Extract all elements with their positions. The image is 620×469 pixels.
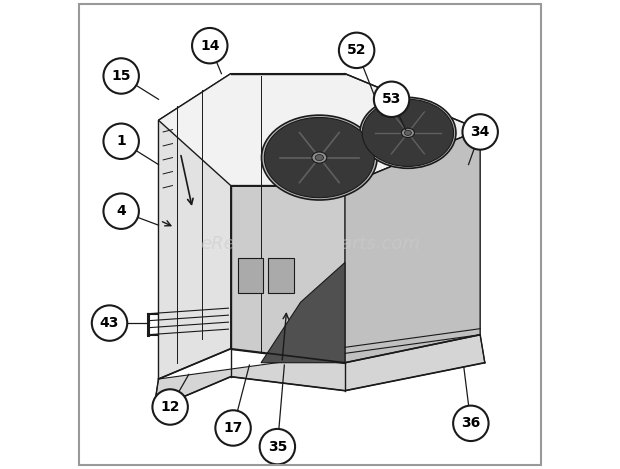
Ellipse shape [360,98,456,168]
Circle shape [104,123,139,159]
Ellipse shape [401,128,414,137]
Text: 36: 36 [461,416,480,431]
Text: 1: 1 [117,134,126,148]
Polygon shape [345,129,480,363]
Text: 4: 4 [117,204,126,218]
Bar [268,258,294,293]
Circle shape [153,389,188,425]
Text: 12: 12 [161,400,180,414]
Polygon shape [261,263,345,363]
Ellipse shape [264,117,374,197]
Circle shape [453,406,489,441]
Text: 34: 34 [471,125,490,139]
Circle shape [339,33,374,68]
Circle shape [192,28,228,63]
Circle shape [260,429,295,464]
Text: 35: 35 [268,439,287,454]
Circle shape [92,305,127,341]
Polygon shape [159,74,480,186]
Text: 15: 15 [112,69,131,83]
Text: 53: 53 [382,92,401,106]
Circle shape [463,114,498,150]
Circle shape [104,194,139,229]
Circle shape [104,58,139,94]
Text: eReplacementParts.com: eReplacementParts.com [200,235,420,253]
Circle shape [215,410,250,446]
Polygon shape [231,74,345,363]
Text: 14: 14 [200,38,219,53]
Ellipse shape [404,130,412,136]
Text: 17: 17 [223,421,243,435]
Circle shape [374,82,409,117]
Ellipse shape [315,155,324,160]
Text: 43: 43 [100,316,119,330]
Bar [237,258,264,293]
Text: 52: 52 [347,43,366,57]
Ellipse shape [362,99,454,166]
Ellipse shape [312,152,327,163]
Polygon shape [159,74,231,379]
Polygon shape [154,335,485,409]
Ellipse shape [262,115,377,200]
